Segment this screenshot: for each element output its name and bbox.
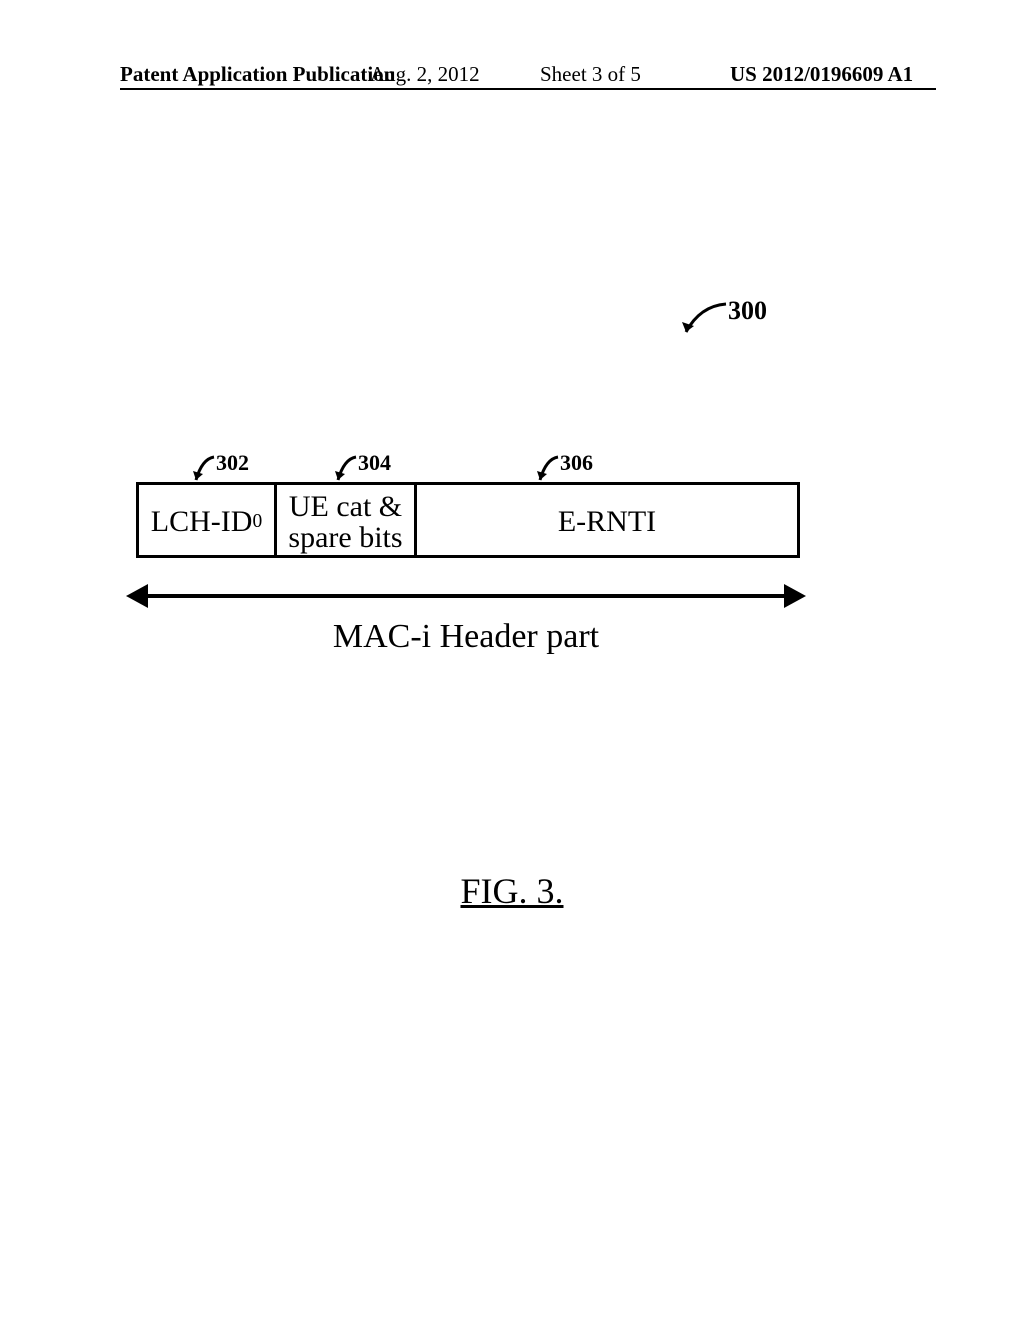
figure-caption: FIG. 3. — [0, 870, 1024, 912]
ref-label-302: 302 — [216, 450, 249, 476]
pub-header-sheet: Sheet 3 of 5 — [540, 62, 641, 87]
ref-hook-300 — [680, 300, 730, 338]
ref-label-300: 300 — [728, 296, 767, 326]
ref-hook-304 — [334, 454, 360, 484]
extent-line — [142, 594, 790, 598]
pub-header-docnum: US 2012/0196609 A1 — [730, 62, 913, 87]
pub-header-left: Patent Application Publication — [120, 62, 395, 87]
mac-i-header-fields: LCH-ID0 UE cat &spare bits E-RNTI — [136, 482, 800, 558]
header-rule — [120, 88, 936, 90]
extent-arrow — [126, 580, 806, 612]
ref-hook-302 — [192, 454, 218, 484]
field-lch-id0: LCH-ID0 — [139, 485, 277, 555]
ref-label-304: 304 — [358, 450, 391, 476]
extent-label: MAC-i Header part — [136, 618, 796, 656]
field-ue-cat-spare: UE cat &spare bits — [277, 485, 417, 555]
ref-hook-306 — [536, 454, 562, 484]
arrow-right-icon — [784, 584, 806, 608]
field-e-rnti: E-RNTI — [417, 485, 797, 555]
ref-label-306: 306 — [560, 450, 593, 476]
pub-header-date: Aug. 2, 2012 — [370, 62, 480, 87]
